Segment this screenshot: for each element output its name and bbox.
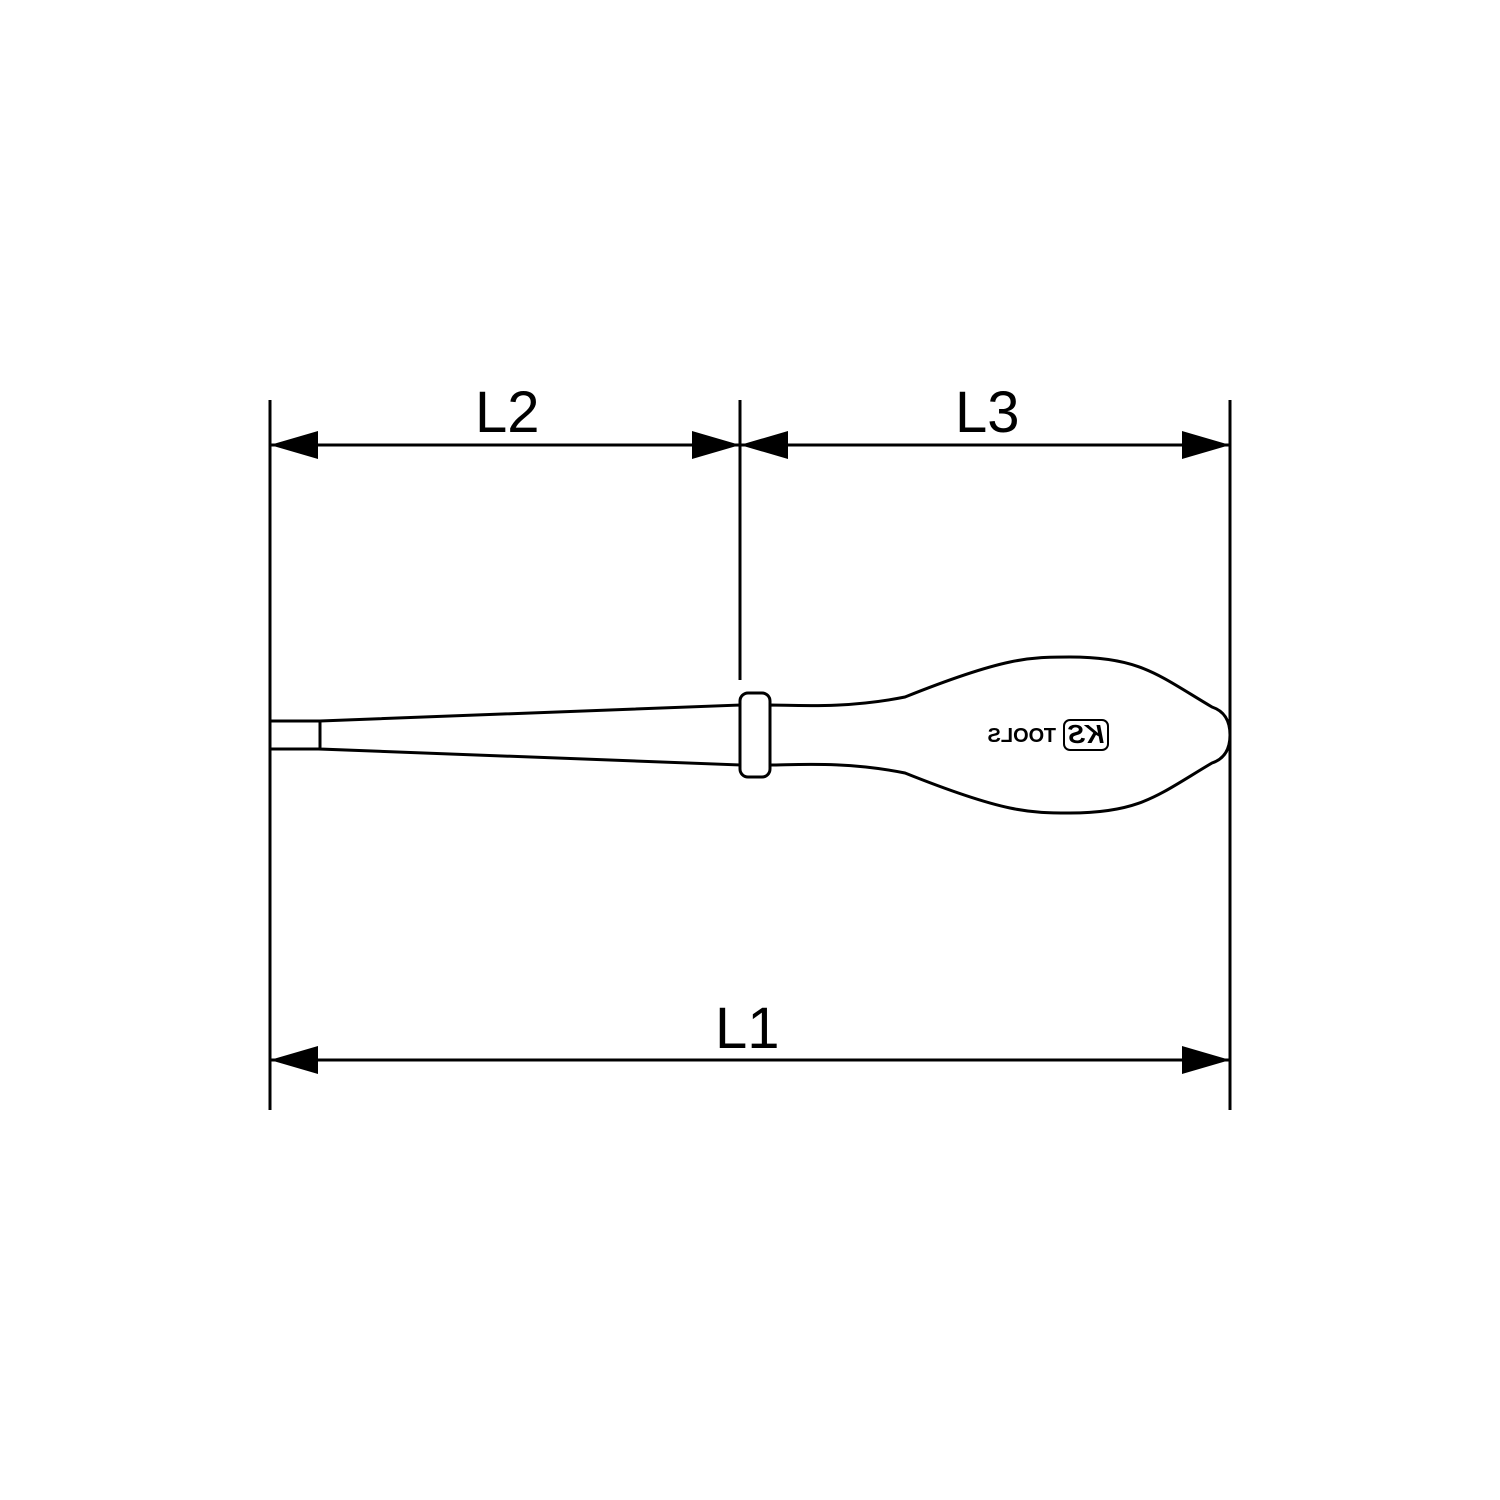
label-L3: L3 [955, 380, 1020, 445]
label-L2: L2 [475, 380, 540, 445]
screwdriver: KS TOOLS [270, 657, 1230, 813]
dim-L2-arrow-right [692, 431, 740, 459]
brand-ks: KS [1067, 719, 1104, 749]
dim-L1-arrow-right [1182, 1046, 1230, 1074]
brand-tools: TOOLS [987, 725, 1056, 747]
label-L1: L1 [715, 996, 780, 1061]
tool-shaft [320, 705, 740, 765]
dim-L3-arrow-left [740, 431, 788, 459]
tool-tip [270, 721, 320, 749]
dim-L3-arrow-right [1182, 431, 1230, 459]
technical-drawing: L2 L3 L1 KS TOOLS [0, 0, 1500, 1500]
dim-L1-arrow-left [270, 1046, 318, 1074]
tool-collar [740, 693, 770, 777]
dim-L2-arrow-left [270, 431, 318, 459]
